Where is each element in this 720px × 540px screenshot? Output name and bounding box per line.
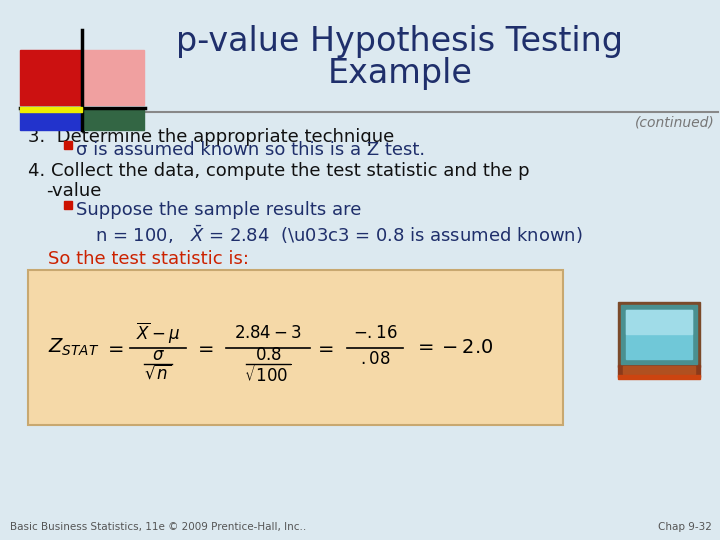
Text: $\overline{X} - \mu$: $\overline{X} - \mu$ [136, 321, 180, 346]
Bar [623, 366, 695, 374]
Text: $\sqrt{100}$: $\sqrt{100}$ [244, 363, 292, 386]
Text: $\sigma$: $\sigma$ [151, 347, 164, 364]
Text: σ is assumed known so this is a Z test.: σ is assumed known so this is a Z test. [76, 141, 425, 159]
Text: n = 100,   $\bar{X}$ = 2.84  (\u03c3 = 0.8 is assumed known): n = 100, $\bar{X}$ = 2.84 (\u03c3 = 0.8 … [95, 223, 582, 246]
Text: $.08$: $.08$ [360, 349, 390, 368]
Text: $-.16$: $-.16$ [353, 325, 397, 342]
Bar [82, 50, 144, 105]
Bar [618, 302, 700, 367]
Text: $= -2.0$: $= -2.0$ [414, 338, 493, 357]
Text: Suppose the sample results are: Suppose the sample results are [76, 201, 361, 219]
Text: $2.84 - 3$: $2.84 - 3$ [234, 325, 302, 342]
Bar [64, 201, 72, 209]
Text: $\sqrt{n}$: $\sqrt{n}$ [144, 364, 171, 383]
Text: 4. Collect the data, compute the test statistic and the p: 4. Collect the data, compute the test st… [28, 162, 530, 180]
Bar [20, 50, 82, 105]
Text: $Z_{STAT}$: $Z_{STAT}$ [48, 337, 99, 358]
Text: $0.8$: $0.8$ [255, 347, 282, 364]
Text: (continued): (continued) [635, 116, 715, 130]
Text: 3.  Determine the appropriate technique: 3. Determine the appropriate technique [28, 128, 395, 146]
Text: $=$: $=$ [194, 338, 214, 357]
Text: $=$: $=$ [314, 338, 334, 357]
Text: -value: -value [46, 182, 102, 200]
Bar [626, 310, 692, 334]
Text: p-value Hypothesis Testing: p-value Hypothesis Testing [176, 25, 624, 58]
Bar [618, 375, 700, 379]
Bar [82, 108, 144, 130]
Text: Chap 9-32: Chap 9-32 [658, 522, 712, 532]
Text: $=$: $=$ [104, 338, 124, 357]
FancyBboxPatch shape [28, 270, 563, 425]
Bar [618, 365, 700, 377]
Bar [64, 141, 72, 149]
Bar [626, 310, 692, 359]
Text: Basic Business Statistics, 11e © 2009 Prentice-Hall, Inc..: Basic Business Statistics, 11e © 2009 Pr… [10, 522, 306, 532]
Text: Example: Example [328, 57, 472, 91]
Bar [621, 305, 697, 364]
Bar [20, 107, 82, 112]
Text: So the test statistic is:: So the test statistic is: [48, 250, 249, 268]
Bar [20, 108, 82, 130]
